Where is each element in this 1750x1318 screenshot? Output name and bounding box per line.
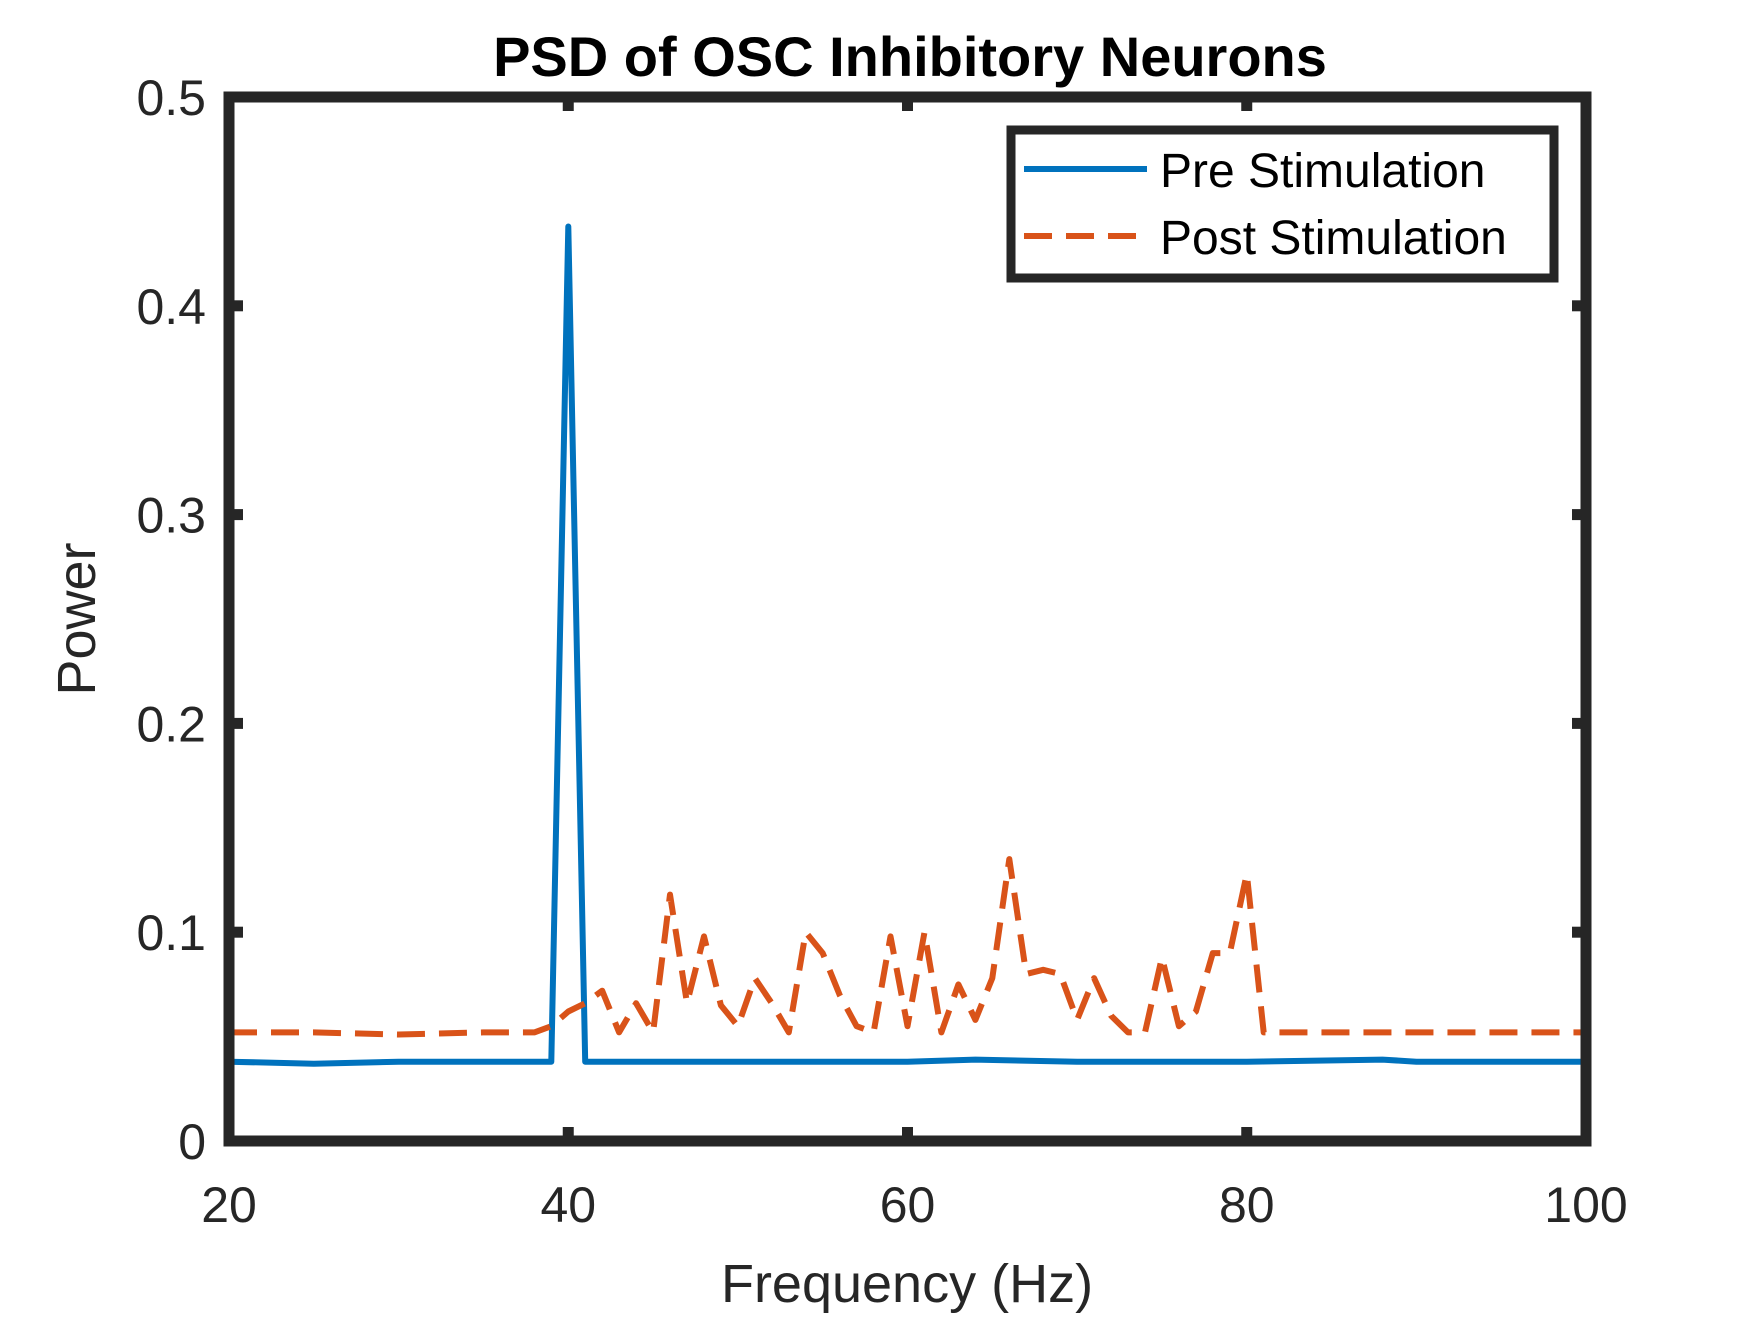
legend-label-pre-stimulation: Pre Stimulation [1160, 145, 1485, 198]
chart-title: PSD of OSC Inhibitory Neurons [493, 25, 1327, 88]
x-tick-labels: 20 40 60 80 100 [201, 1177, 1628, 1233]
legend-label-post-stimulation: Post Stimulation [1160, 212, 1507, 265]
legend-box [1006, 125, 1559, 283]
y-axis-label: Power [47, 542, 107, 695]
x-axis-label: Frequency (Hz) [721, 1254, 1093, 1313]
x-tick-label: 40 [540, 1177, 596, 1233]
series-line-post-stimulation [229, 856, 1586, 1038]
y-tick-label: 0.4 [136, 279, 206, 335]
x-tick-label: 20 [201, 1177, 257, 1233]
y-tick-label: 0.2 [136, 696, 206, 752]
axes-box [223, 91, 1592, 1147]
y-tick-label: 0.3 [136, 488, 206, 544]
series-layer [228, 223, 1586, 1067]
series-line-pre-stimulation [228, 223, 1586, 1067]
x-tick-label: 100 [1544, 1177, 1627, 1233]
x-tick-label: 80 [1219, 1177, 1275, 1233]
y-tick-label: 0.1 [136, 905, 206, 961]
y-tick-label: 0.5 [136, 70, 206, 126]
y-tick-label: 0 [178, 1114, 206, 1170]
x-tick-label: 60 [880, 1177, 936, 1233]
y-tick-labels: 0 0.1 0.2 0.3 0.4 0.5 [136, 70, 206, 1170]
legend: Pre Stimulation Post Stimulation [1006, 125, 1559, 283]
